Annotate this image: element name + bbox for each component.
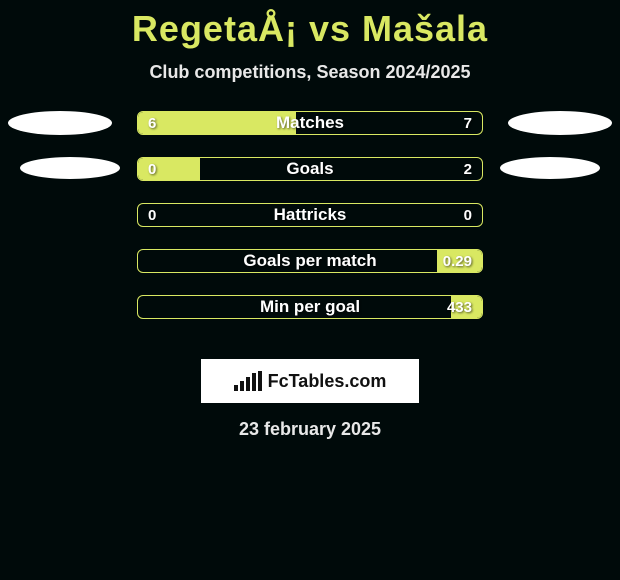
stat-bar: Matches67 — [137, 111, 483, 135]
stat-bar: Hattricks0 0 — [137, 203, 483, 227]
brand-badge[interactable]: FcTables.com — [201, 359, 419, 403]
stat-row: Matches67 — [0, 111, 620, 157]
page-subtitle: Club competitions, Season 2024/2025 — [0, 62, 620, 83]
stat-bar-fill-left — [138, 112, 296, 134]
player-avatar-left — [20, 157, 120, 179]
footer-date: 23 february 2025 — [0, 419, 620, 440]
stat-row: Min per goal433 — [0, 295, 620, 341]
stat-bar-fill-right — [451, 296, 482, 318]
player-avatar-left — [8, 111, 112, 135]
stats-list: Matches67 Goals02 Hattricks0 0 Goals per mat… — [0, 111, 620, 341]
stat-row: Goals02 — [0, 157, 620, 203]
player-avatar-right — [500, 157, 600, 179]
brand-badge-text: FcTables.com — [268, 371, 387, 392]
page-title: RegetaÅ¡ vs Mašala — [0, 8, 620, 50]
stat-bar-fill-left — [138, 158, 200, 180]
stat-label: Hattricks — [138, 204, 482, 226]
stat-value-right: 7 — [464, 112, 472, 134]
stat-bar-fill-right — [437, 250, 482, 272]
stat-label: Goals per match — [138, 250, 482, 272]
stat-label: Min per goal — [138, 296, 482, 318]
chart-icon — [234, 371, 262, 391]
stat-row: Hattricks0 0 — [0, 203, 620, 249]
comparison-card: RegetaÅ¡ vs Mašala Club competitions, Se… — [0, 0, 620, 440]
stat-bar: Goals per match0.29 — [137, 249, 483, 273]
stat-value-right: 2 — [464, 158, 472, 180]
stat-bar: Goals02 — [137, 157, 483, 181]
stat-row: Goals per match0.29 — [0, 249, 620, 295]
player-avatar-right — [508, 111, 612, 135]
stat-value-right: 0 — [464, 204, 472, 226]
stat-bar: Min per goal433 — [137, 295, 483, 319]
stat-value-left: 0 — [148, 204, 156, 226]
